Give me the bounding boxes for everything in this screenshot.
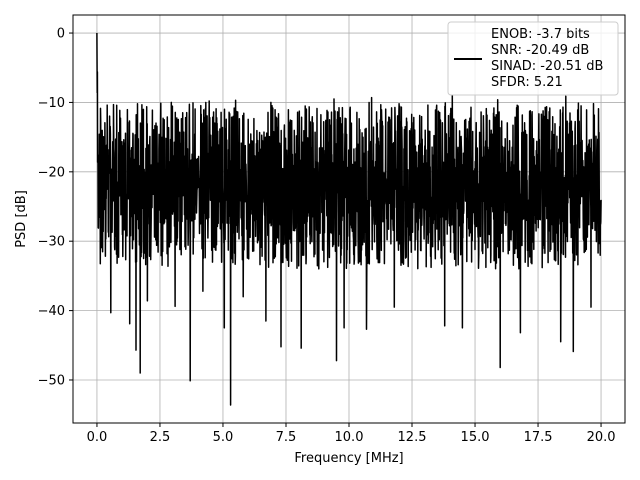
- y-tick-label: −40: [38, 304, 65, 319]
- legend-entry-sfdr: SFDR: 5.21: [491, 75, 563, 90]
- y-tick-label: −30: [38, 235, 65, 250]
- x-tick-label: 0.0: [87, 430, 108, 445]
- x-tick-label: 7.5: [276, 430, 297, 445]
- x-axis-ticks: 0.0 2.5 5.0 7.5 10.0 12.5 15.0 17.5 20.0: [87, 423, 616, 445]
- y-tick-label: −20: [38, 165, 65, 180]
- x-tick-label: 17.5: [524, 430, 553, 445]
- x-tick-label: 12.5: [398, 430, 427, 445]
- y-tick-label: −10: [38, 96, 65, 111]
- x-tick-label: 5.0: [213, 430, 234, 445]
- legend-box: [447, 21, 619, 96]
- x-tick-label: 2.5: [150, 430, 171, 445]
- legend-entry-enob: ENOB: -3.7 bits: [491, 27, 590, 42]
- y-axis-label: PSD [dB]: [14, 190, 29, 248]
- x-tick-label: 20.0: [587, 430, 616, 445]
- legend-entry-sinad: SINAD: -20.51 dB: [491, 59, 603, 74]
- legend: ENOB: -3.7 bits SNR: -20.49 dB SINAD: -2…: [447, 21, 619, 96]
- x-axis-label: Frequency [MHz]: [294, 451, 403, 466]
- y-tick-label: 0: [57, 27, 65, 42]
- y-tick-label: −50: [38, 373, 65, 388]
- plot-data: [96, 32, 602, 406]
- x-tick-label: 10.0: [335, 430, 364, 445]
- psd-series-line: [96, 32, 602, 406]
- legend-entry-snr: SNR: -20.49 dB: [491, 43, 589, 58]
- y-axis-ticks: 0 −10 −20 −30 −40 −50: [38, 27, 73, 388]
- x-tick-label: 15.0: [461, 430, 490, 445]
